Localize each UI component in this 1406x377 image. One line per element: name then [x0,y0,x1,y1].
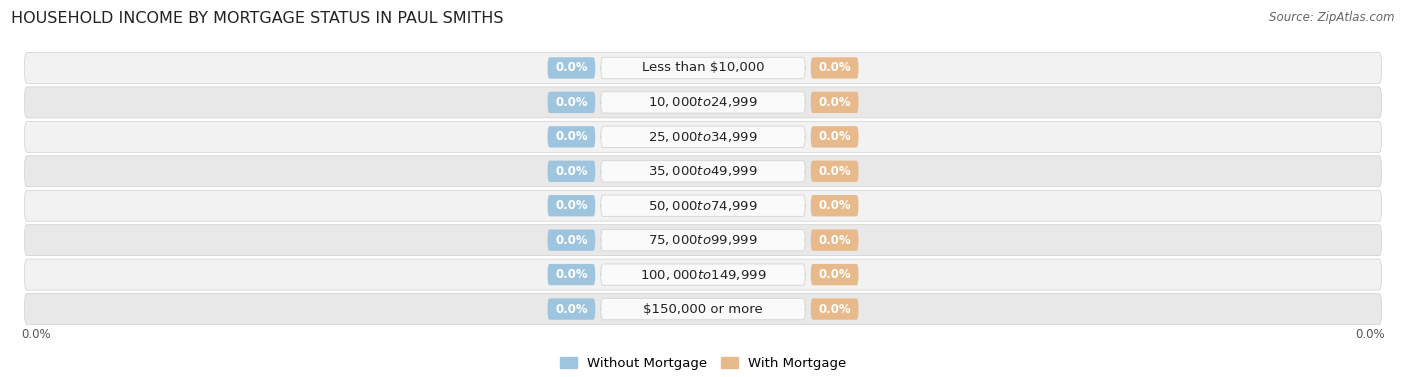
Text: 0.0%: 0.0% [1355,328,1385,341]
FancyBboxPatch shape [600,230,806,251]
FancyBboxPatch shape [547,195,595,216]
FancyBboxPatch shape [600,126,806,147]
Text: 0.0%: 0.0% [818,303,851,316]
Text: $50,000 to $74,999: $50,000 to $74,999 [648,199,758,213]
FancyBboxPatch shape [811,264,859,285]
Text: Less than $10,000: Less than $10,000 [641,61,765,74]
FancyBboxPatch shape [24,87,1382,118]
Text: 0.0%: 0.0% [555,268,588,281]
Text: 0.0%: 0.0% [555,61,588,74]
FancyBboxPatch shape [811,92,859,113]
FancyBboxPatch shape [811,126,859,147]
FancyBboxPatch shape [600,264,806,285]
FancyBboxPatch shape [547,92,595,113]
FancyBboxPatch shape [24,121,1382,152]
Text: $75,000 to $99,999: $75,000 to $99,999 [648,233,758,247]
FancyBboxPatch shape [600,57,806,79]
Text: 0.0%: 0.0% [21,328,51,341]
FancyBboxPatch shape [24,259,1382,290]
FancyBboxPatch shape [547,298,595,320]
FancyBboxPatch shape [811,57,859,79]
Text: 0.0%: 0.0% [555,303,588,316]
Legend: Without Mortgage, With Mortgage: Without Mortgage, With Mortgage [554,351,852,375]
FancyBboxPatch shape [811,298,859,320]
Text: HOUSEHOLD INCOME BY MORTGAGE STATUS IN PAUL SMITHS: HOUSEHOLD INCOME BY MORTGAGE STATUS IN P… [11,11,503,26]
FancyBboxPatch shape [600,298,806,320]
FancyBboxPatch shape [24,190,1382,221]
Text: 0.0%: 0.0% [818,165,851,178]
Text: 0.0%: 0.0% [818,268,851,281]
FancyBboxPatch shape [600,92,806,113]
Text: $100,000 to $149,999: $100,000 to $149,999 [640,268,766,282]
Text: 0.0%: 0.0% [818,130,851,143]
Text: 0.0%: 0.0% [555,234,588,247]
Text: 0.0%: 0.0% [555,96,588,109]
Text: 0.0%: 0.0% [555,130,588,143]
FancyBboxPatch shape [547,230,595,251]
FancyBboxPatch shape [24,225,1382,256]
Text: 0.0%: 0.0% [818,96,851,109]
FancyBboxPatch shape [600,161,806,182]
Text: 0.0%: 0.0% [818,234,851,247]
Text: $10,000 to $24,999: $10,000 to $24,999 [648,95,758,109]
FancyBboxPatch shape [547,264,595,285]
FancyBboxPatch shape [811,195,859,216]
Text: $150,000 or more: $150,000 or more [643,303,763,316]
FancyBboxPatch shape [600,195,806,216]
FancyBboxPatch shape [24,156,1382,187]
FancyBboxPatch shape [24,294,1382,325]
Text: Source: ZipAtlas.com: Source: ZipAtlas.com [1270,11,1395,24]
Text: 0.0%: 0.0% [818,61,851,74]
Text: $35,000 to $49,999: $35,000 to $49,999 [648,164,758,178]
FancyBboxPatch shape [547,126,595,147]
Text: $25,000 to $34,999: $25,000 to $34,999 [648,130,758,144]
FancyBboxPatch shape [547,57,595,79]
FancyBboxPatch shape [811,230,859,251]
FancyBboxPatch shape [547,161,595,182]
Text: 0.0%: 0.0% [555,199,588,212]
FancyBboxPatch shape [811,161,859,182]
Text: 0.0%: 0.0% [555,165,588,178]
Text: 0.0%: 0.0% [818,199,851,212]
FancyBboxPatch shape [24,52,1382,83]
